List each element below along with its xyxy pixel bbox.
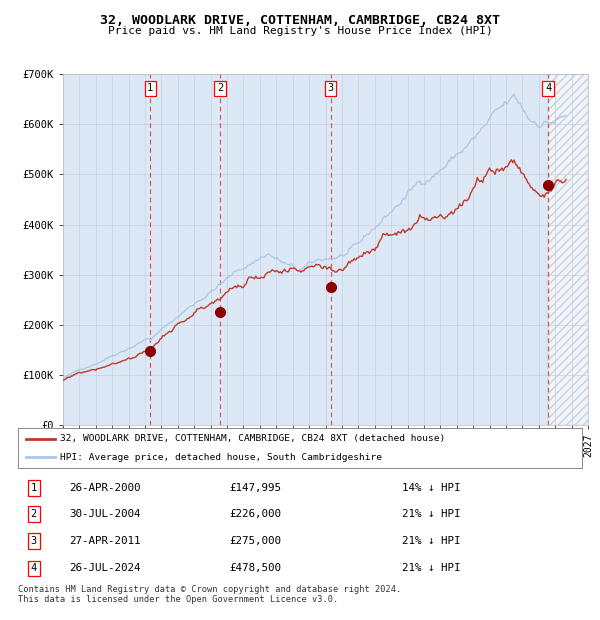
Text: 21% ↓ HPI: 21% ↓ HPI [401,564,460,574]
Text: 3: 3 [31,536,37,546]
Text: 32, WOODLARK DRIVE, COTTENHAM, CAMBRIDGE, CB24 8XT: 32, WOODLARK DRIVE, COTTENHAM, CAMBRIDGE… [100,14,500,27]
Text: 14% ↓ HPI: 14% ↓ HPI [401,483,460,493]
Text: 2: 2 [31,510,37,520]
Text: This data is licensed under the Open Government Licence v3.0.: This data is licensed under the Open Gov… [18,595,338,604]
Text: 4: 4 [31,564,37,574]
Text: 2: 2 [217,84,223,94]
Text: Contains HM Land Registry data © Crown copyright and database right 2024.: Contains HM Land Registry data © Crown c… [18,585,401,595]
Bar [548,74,588,425]
Text: Price paid vs. HM Land Registry's House Price Index (HPI): Price paid vs. HM Land Registry's House … [107,26,493,36]
Text: 27-APR-2011: 27-APR-2011 [70,536,141,546]
Text: 4: 4 [545,84,551,94]
Text: 30-JUL-2004: 30-JUL-2004 [70,510,141,520]
Text: 1: 1 [147,84,154,94]
Text: 32, WOODLARK DRIVE, COTTENHAM, CAMBRIDGE, CB24 8XT (detached house): 32, WOODLARK DRIVE, COTTENHAM, CAMBRIDGE… [60,434,446,443]
Text: 3: 3 [328,84,334,94]
Text: 21% ↓ HPI: 21% ↓ HPI [401,510,460,520]
Text: HPI: Average price, detached house, South Cambridgeshire: HPI: Average price, detached house, Sout… [60,453,382,462]
Text: £147,995: £147,995 [229,483,281,493]
Text: 1: 1 [31,483,37,493]
Text: £226,000: £226,000 [229,510,281,520]
Text: 26-JUL-2024: 26-JUL-2024 [70,564,141,574]
Text: £478,500: £478,500 [229,564,281,574]
Text: £275,000: £275,000 [229,536,281,546]
Text: 26-APR-2000: 26-APR-2000 [70,483,141,493]
Text: 21% ↓ HPI: 21% ↓ HPI [401,536,460,546]
